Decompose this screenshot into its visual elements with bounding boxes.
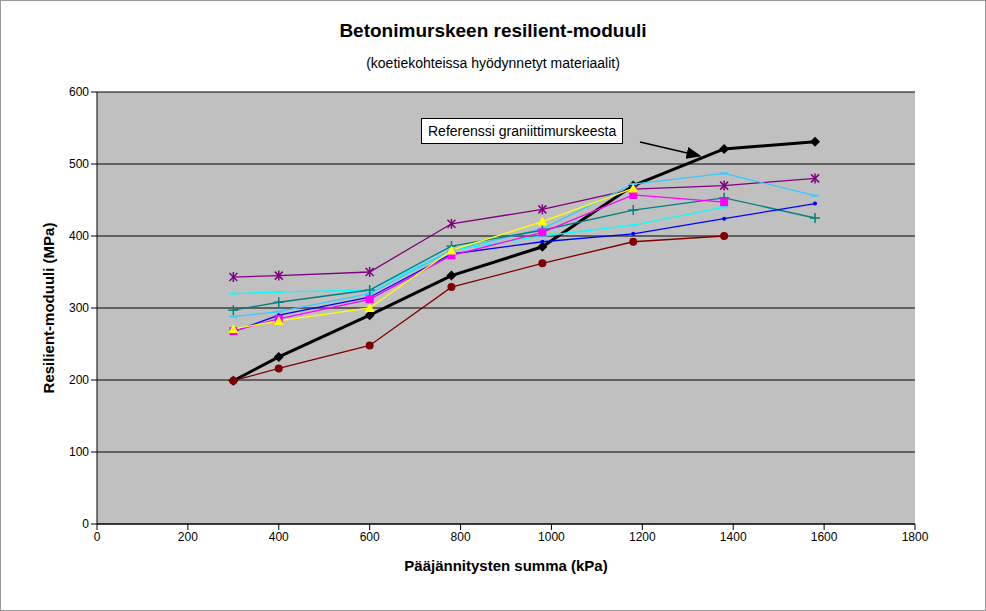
svg-text:1400: 1400	[720, 530, 747, 544]
html-text:Referenssi graniittimurskeesta: Referenssi graniittimurskeesta	[428, 123, 617, 139]
html-text:(koetiekohteissa hyödynnetyt m: (koetiekohteissa hyödynnetyt materiaalit…	[366, 55, 620, 71]
svg-text:1600: 1600	[811, 530, 838, 544]
svg-text:1200: 1200	[629, 530, 656, 544]
html-text:Pääjännitysten summa (kPa): Pääjännitysten summa (kPa)	[404, 557, 608, 574]
svg-text:300: 300	[69, 301, 89, 315]
svg-text:400: 400	[69, 229, 89, 243]
svg-text:800: 800	[451, 530, 471, 544]
svg-text:1800: 1800	[902, 530, 929, 544]
svg-text:400: 400	[269, 530, 289, 544]
svg-text:200: 200	[69, 373, 89, 387]
svg-text:1000: 1000	[538, 530, 565, 544]
svg-text:500: 500	[69, 157, 89, 171]
svg-text:600: 600	[360, 530, 380, 544]
html-text:Betonimurskeen resilient-moduu: Betonimurskeen resilient-moduuli	[339, 20, 647, 41]
svg-text:600: 600	[69, 85, 89, 99]
svg-text:100: 100	[69, 445, 89, 459]
html-text:Resilient-moduuli (MPa): Resilient-moduuli (MPa)	[39, 222, 57, 394]
svg-text:0: 0	[94, 530, 101, 544]
svg-text:0: 0	[82, 517, 89, 531]
svg-text:200: 200	[178, 530, 198, 544]
